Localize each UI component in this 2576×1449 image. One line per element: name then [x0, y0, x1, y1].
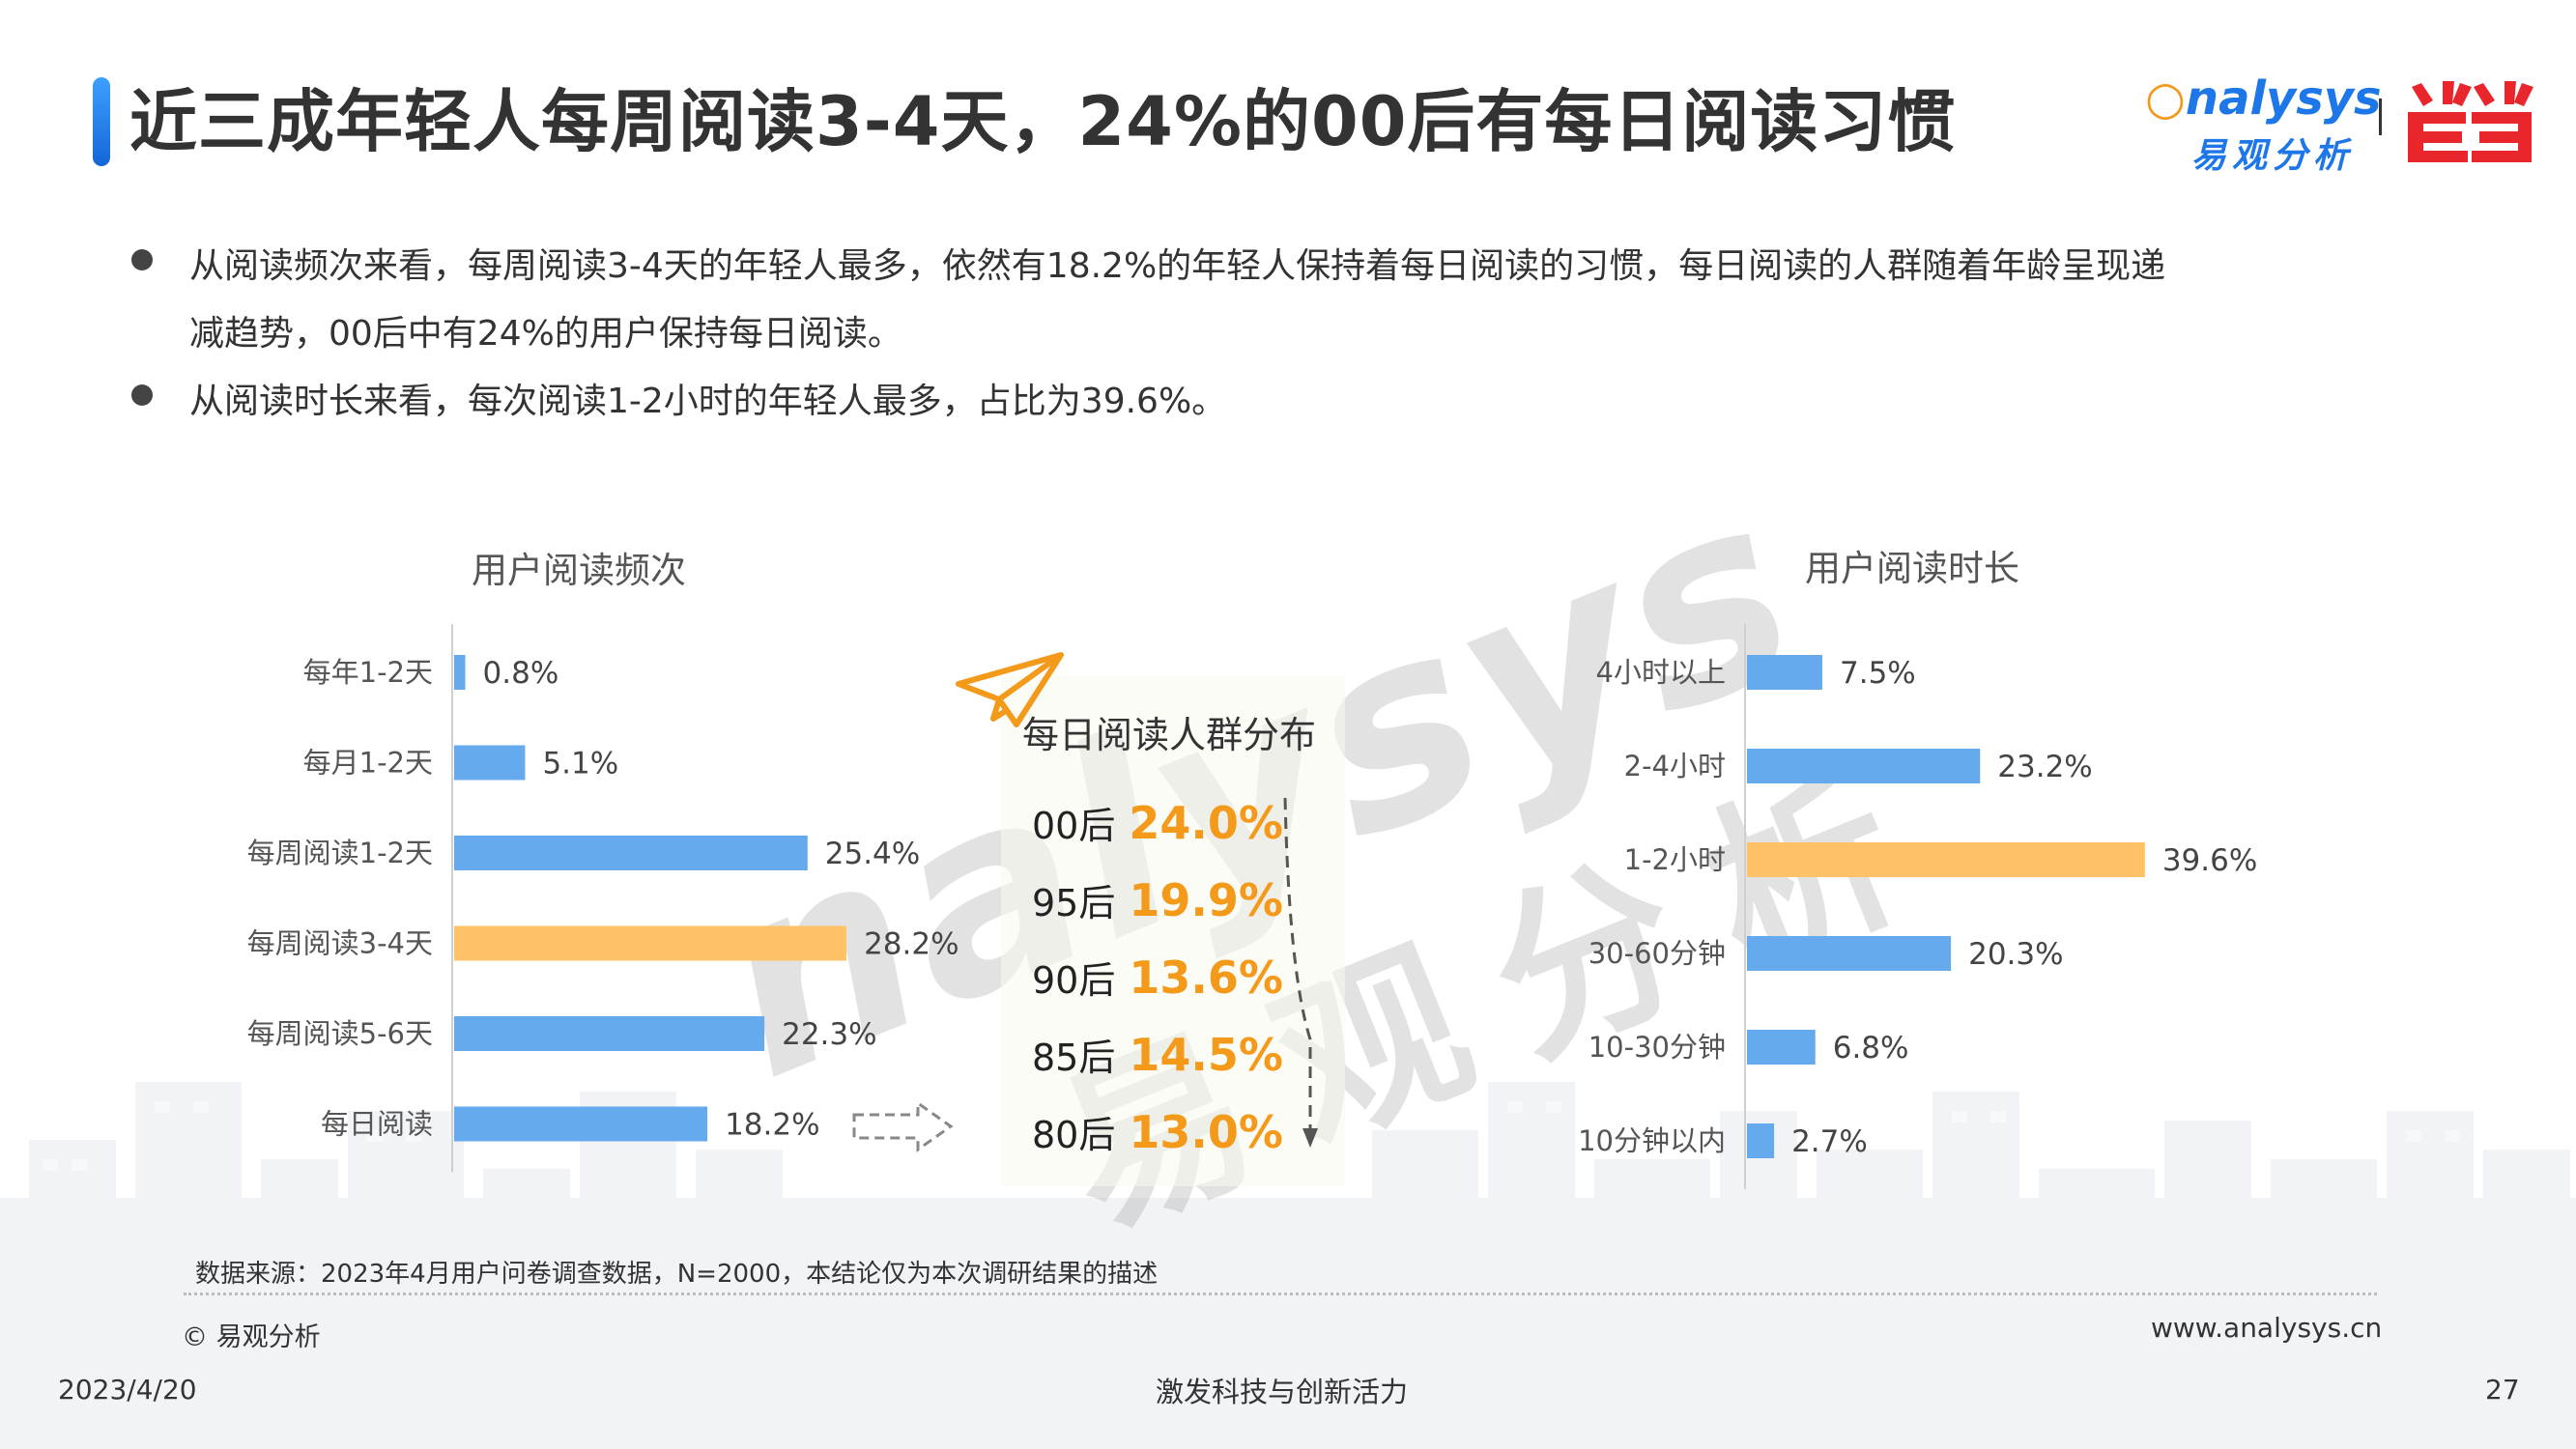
- frequency-category-label: 每周阅读3-4天: [247, 927, 433, 960]
- copyright: © 易观分析: [182, 1322, 321, 1352]
- title-accent-bar: [93, 77, 110, 166]
- daily-readers-row: 85后 14.5%: [1032, 1028, 1283, 1086]
- daily-readers-panel: [1001, 676, 1345, 1186]
- duration-value-label: 2.7%: [1791, 1124, 1868, 1159]
- website-link[interactable]: www.analysys.cn: [2151, 1312, 2383, 1344]
- dashed-trend-arrow: [1283, 797, 1318, 1148]
- duration-value-label: 7.5%: [1840, 656, 1916, 691]
- duration-value-label: 20.3%: [1968, 937, 2063, 972]
- bullet-1-line-2: 减趋势，00后中有24%的用户保持每日阅读。: [189, 314, 902, 354]
- duration-bar: [1747, 655, 1822, 690]
- page-number: 27: [2485, 1374, 2520, 1406]
- daily-readers-row: 95后 19.9%: [1032, 873, 1283, 931]
- frequency-category-label: 每周阅读1-2天: [247, 837, 433, 869]
- frequency-value-label: 22.3%: [782, 1017, 876, 1052]
- daily-readers-row: 90后 13.6%: [1032, 951, 1283, 1009]
- dangdang-logo: 当当: [2404, 77, 2535, 170]
- duration-bar-chart: 4小时以上 7.5% 2-4小时 23.2% 1-2小时 39.6% 30-60分钟 20.3…: [1578, 624, 2257, 1189]
- duration-category-label: 4小时以上: [1596, 656, 1726, 689]
- daily-readers-title: 每日阅读人群分布: [1022, 714, 1317, 756]
- duration-category-label: 2-4小时: [1624, 750, 1726, 782]
- frequency-bar: [454, 1016, 765, 1051]
- frequency-bar: [454, 745, 526, 781]
- bullet-2-line-1: 从阅读时长来看，每次阅读1-2小时的年轻人最多，占比为39.6%。: [189, 382, 1227, 421]
- slogan: 激发科技与创新活力: [1156, 1376, 1409, 1408]
- duration-bar: [1747, 1030, 1816, 1065]
- frequency-bar: [454, 1106, 708, 1142]
- age-group-label: 85后: [1032, 1037, 1116, 1079]
- duration-value-label: 6.8%: [1833, 1031, 1909, 1065]
- duration-bar: [1747, 749, 1981, 783]
- age-group-value: 14.5%: [1129, 1029, 1283, 1081]
- duration-bar: [1747, 936, 1952, 971]
- age-group-value: 19.9%: [1129, 874, 1283, 926]
- age-group-label: 95后: [1032, 882, 1116, 924]
- frequency-value-label: 28.2%: [864, 927, 959, 962]
- data-source-note: 数据来源：2023年4月用户问卷调查数据，N=2000，本结论仅为本次调研结果的…: [195, 1260, 1159, 1289]
- dangdang-logo-icon: [2408, 81, 2533, 162]
- age-group-value: 13.0%: [1129, 1106, 1283, 1158]
- duration-bar: [1747, 842, 2145, 877]
- daily-readers-row: 80后 13.0%: [1032, 1105, 1283, 1163]
- page-title: 近三成年轻人每周阅读3-4天，24%的00后有每日阅读习惯: [129, 82, 1957, 161]
- bullet-1-line-1: 从阅读频次来看，每周阅读3-4天的年轻人最多，依然有18.2%的年轻人保持着每日…: [189, 246, 2166, 286]
- frequency-category-label: 每日阅读: [321, 1108, 433, 1141]
- dashed-right-arrow-icon: [852, 1100, 954, 1152]
- frequency-category-label: 每月1-2天: [303, 747, 433, 780]
- duration-bar: [1747, 1123, 1775, 1158]
- age-group-value: 13.6%: [1129, 952, 1283, 1004]
- duration-value-label: 39.6%: [2162, 843, 2257, 878]
- age-group-label: 90后: [1032, 959, 1116, 1002]
- report-date: 2023/4/20: [58, 1374, 197, 1406]
- bullet-dot-1: [131, 249, 153, 270]
- frequency-value-label: 0.8%: [483, 656, 559, 691]
- frequency-category-label: 每周阅读5-6天: [247, 1017, 433, 1050]
- analysys-logo-text: ○nalysys: [2145, 71, 2382, 126]
- frequency-bar-chart: 每年1-2天 0.8% 每月1-2天 5.1% 每周阅读1-2天 25.4% 每周阅读3-4…: [247, 624, 959, 1173]
- frequency-value-label: 25.4%: [825, 837, 920, 871]
- frequency-value-label: 18.2%: [725, 1108, 819, 1143]
- frequency-bar: [454, 836, 808, 870]
- analysys-logo-cn: 易观分析: [2191, 136, 2355, 176]
- analysys-logo-o-icon: ○: [2145, 71, 2186, 126]
- duration-value-label: 23.2%: [1997, 750, 2092, 784]
- frequency-bar: [454, 925, 847, 961]
- daily-readers-row: 00后 24.0%: [1032, 796, 1283, 854]
- logo-separator: [2379, 99, 2382, 135]
- frequency-bar: [454, 655, 466, 690]
- age-group-value: 24.0%: [1129, 797, 1283, 849]
- duration-category-label: 1-2小时: [1624, 843, 1726, 876]
- chart-title-duration: 用户阅读时长: [1805, 548, 2019, 589]
- frequency-value-label: 5.1%: [542, 747, 618, 781]
- footer-divider: [184, 1293, 2377, 1295]
- age-group-label: 00后: [1032, 805, 1116, 847]
- chart-title-frequency: 用户阅读频次: [472, 550, 686, 591]
- frequency-category-label: 每年1-2天: [303, 656, 433, 689]
- paper-plane-icon: [956, 652, 1064, 727]
- age-group-label: 80后: [1032, 1114, 1116, 1156]
- duration-category-label: 10-30分钟: [1589, 1031, 1726, 1064]
- duration-category-label: 30-60分钟: [1589, 937, 1726, 970]
- duration-category-label: 10分钟以内: [1578, 1124, 1726, 1157]
- bullet-dot-2: [131, 384, 153, 406]
